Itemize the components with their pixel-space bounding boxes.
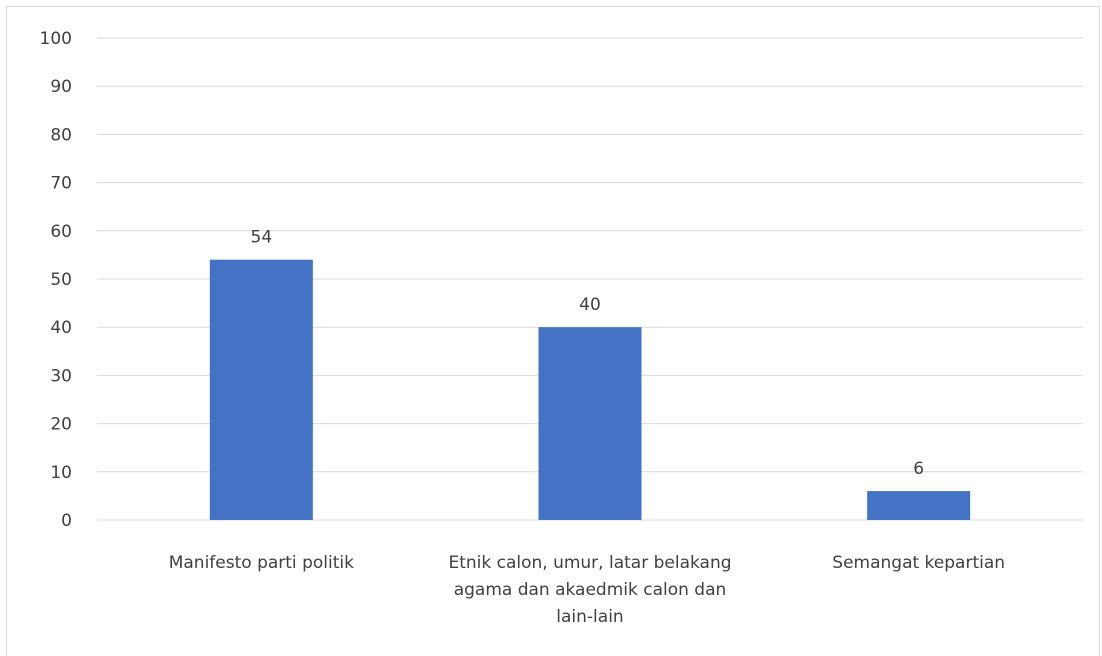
bar [538, 327, 642, 520]
y-tick-label: 80 [50, 125, 72, 145]
y-tick-label: 40 [50, 318, 72, 338]
y-tick-label: 30 [50, 366, 72, 386]
category-label: Etnik calon, umur, latar belakang [448, 553, 731, 573]
bar [209, 259, 313, 520]
chart-frame [6, 6, 1100, 656]
y-tick-label: 50 [50, 270, 72, 290]
data-label: 6 [913, 459, 924, 479]
y-tick-label: 20 [50, 415, 72, 435]
y-tick-label: 100 [40, 29, 72, 49]
category-label: Manifesto parti politik [169, 553, 354, 573]
bar [867, 491, 971, 520]
y-tick-label: 90 [50, 77, 72, 97]
data-label: 54 [251, 228, 273, 248]
y-tick-label: 0 [61, 511, 72, 531]
category-label: agama dan akaedmik calon dan [454, 580, 727, 600]
y-tick-label: 10 [50, 463, 72, 483]
y-tick-label: 70 [50, 174, 72, 194]
y-tick-label: 60 [50, 222, 72, 242]
category-label: lain-lain [556, 607, 623, 627]
category-label: Semangat kepartian [832, 553, 1005, 573]
data-label: 40 [579, 295, 601, 315]
